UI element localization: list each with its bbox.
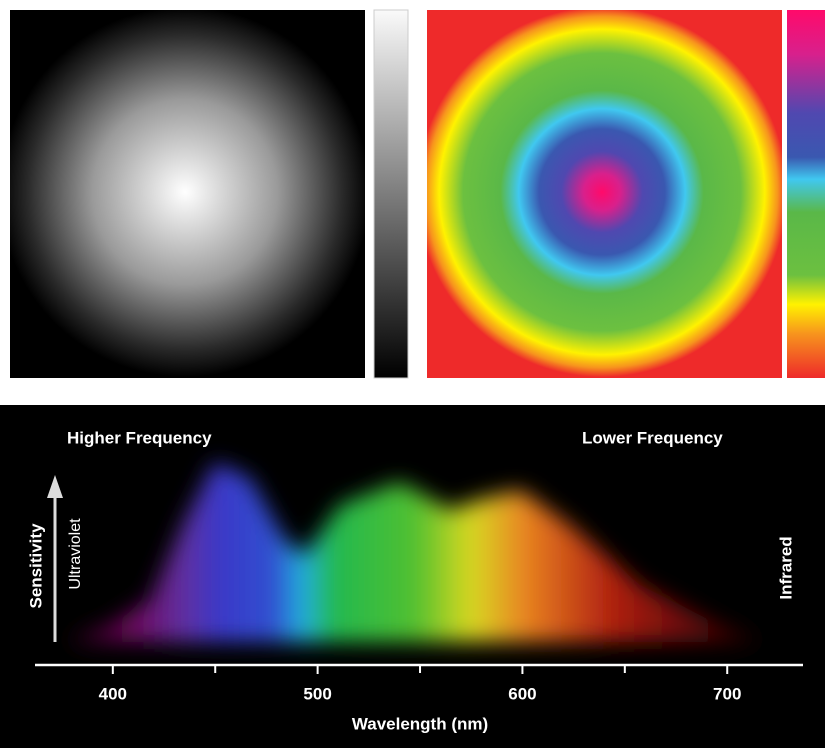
x-tick-label: 700 — [713, 684, 741, 703]
rainbow-colorbar — [787, 10, 825, 378]
x-axis-label: Wavelength (nm) — [352, 714, 488, 733]
annotation: Lower Frequency — [582, 428, 723, 447]
arrow-head — [47, 475, 63, 498]
y-axis-label: Sensitivity — [26, 523, 45, 609]
annotation: Higher Frequency — [67, 428, 212, 447]
gray-panel — [10, 10, 365, 378]
x-tick-label: 500 — [303, 684, 331, 703]
rainbow-panel — [427, 10, 782, 378]
spectrum — [65, 462, 765, 642]
annotation: Infrared — [776, 536, 795, 599]
x-tick-label: 600 — [508, 684, 536, 703]
annotation: Ultraviolet — [67, 518, 84, 590]
x-tick-label: 400 — [99, 684, 127, 703]
gray-colorbar — [373, 9, 409, 379]
